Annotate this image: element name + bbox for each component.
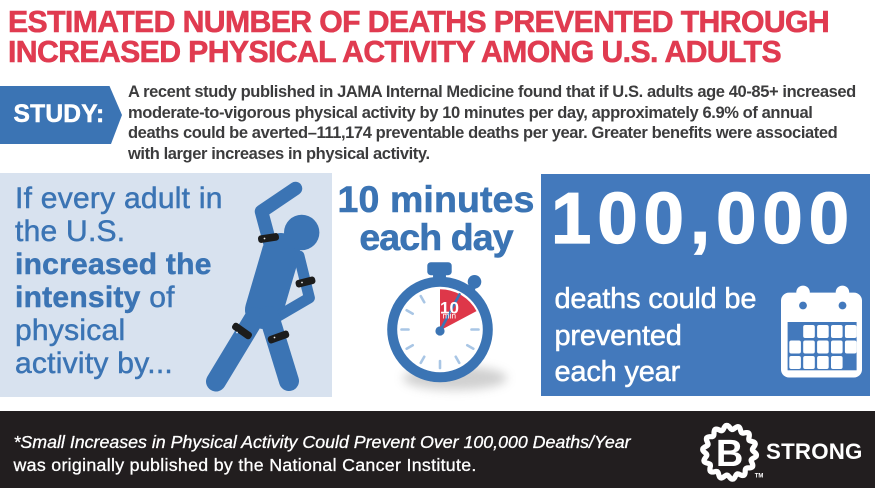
svg-text:10: 10 <box>440 298 459 317</box>
svg-text:B: B <box>716 433 743 475</box>
svg-text:min: min <box>442 311 456 321</box>
svg-text:TM: TM <box>755 474 764 480</box>
